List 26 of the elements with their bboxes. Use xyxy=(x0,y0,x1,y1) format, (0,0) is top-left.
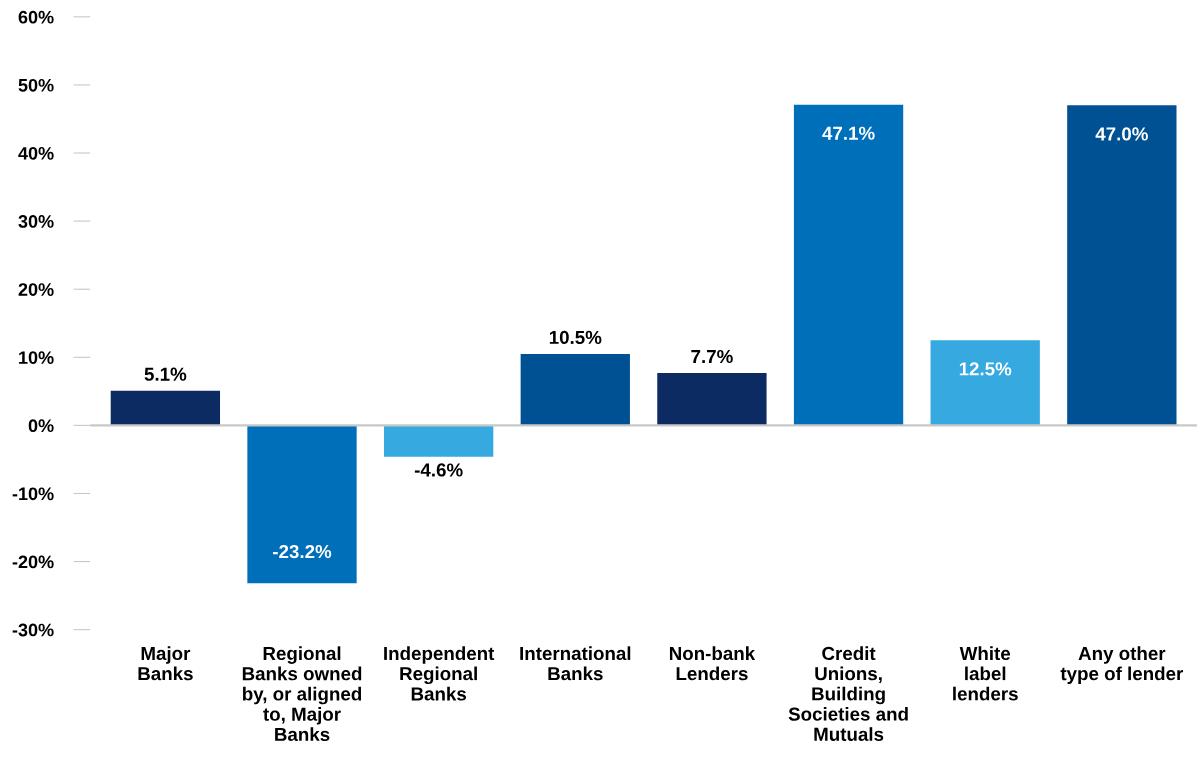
x-tick-label: Any other type of lender xyxy=(1060,646,1184,684)
x-tick-label: Credit Unions, Building Societies and Mutuals xyxy=(788,646,908,741)
y-tick-label: 40% xyxy=(18,146,54,160)
y-tick-label: 20% xyxy=(18,283,54,296)
data-label: 12.5% xyxy=(959,362,1012,376)
x-tick-label: Non-bank Lenders xyxy=(669,646,756,681)
x-tick-label: Major Banks xyxy=(138,646,193,681)
y-tick-label: -10% xyxy=(12,487,54,501)
data-label: -4.6% xyxy=(414,463,463,477)
x-tick-label: Independent Regional Banks xyxy=(384,646,495,701)
data-label: 7.7% xyxy=(691,349,733,364)
x-tick-label: International Banks xyxy=(520,646,631,681)
x-tick-label: White label lenders xyxy=(953,646,1018,701)
y-tick-label: 10% xyxy=(19,351,54,365)
y-tick-label: 50% xyxy=(18,78,54,92)
y-tick-label: -30% xyxy=(12,623,54,637)
y-tick-label: 0% xyxy=(28,419,54,433)
y-tick-label: -20% xyxy=(12,555,54,569)
data-label: 10.5% xyxy=(549,330,602,345)
data-label: 47.0% xyxy=(1095,127,1148,141)
data-label: 5.1% xyxy=(144,367,187,381)
data-label: 47.1% xyxy=(822,126,875,140)
data-label: -23.2% xyxy=(273,544,332,559)
y-tick-label: 30% xyxy=(18,215,54,228)
y-tick-label: 60% xyxy=(18,10,54,24)
x-tick-label: Regional Banks owned by, or aligned to, Major Banks xyxy=(242,646,362,742)
